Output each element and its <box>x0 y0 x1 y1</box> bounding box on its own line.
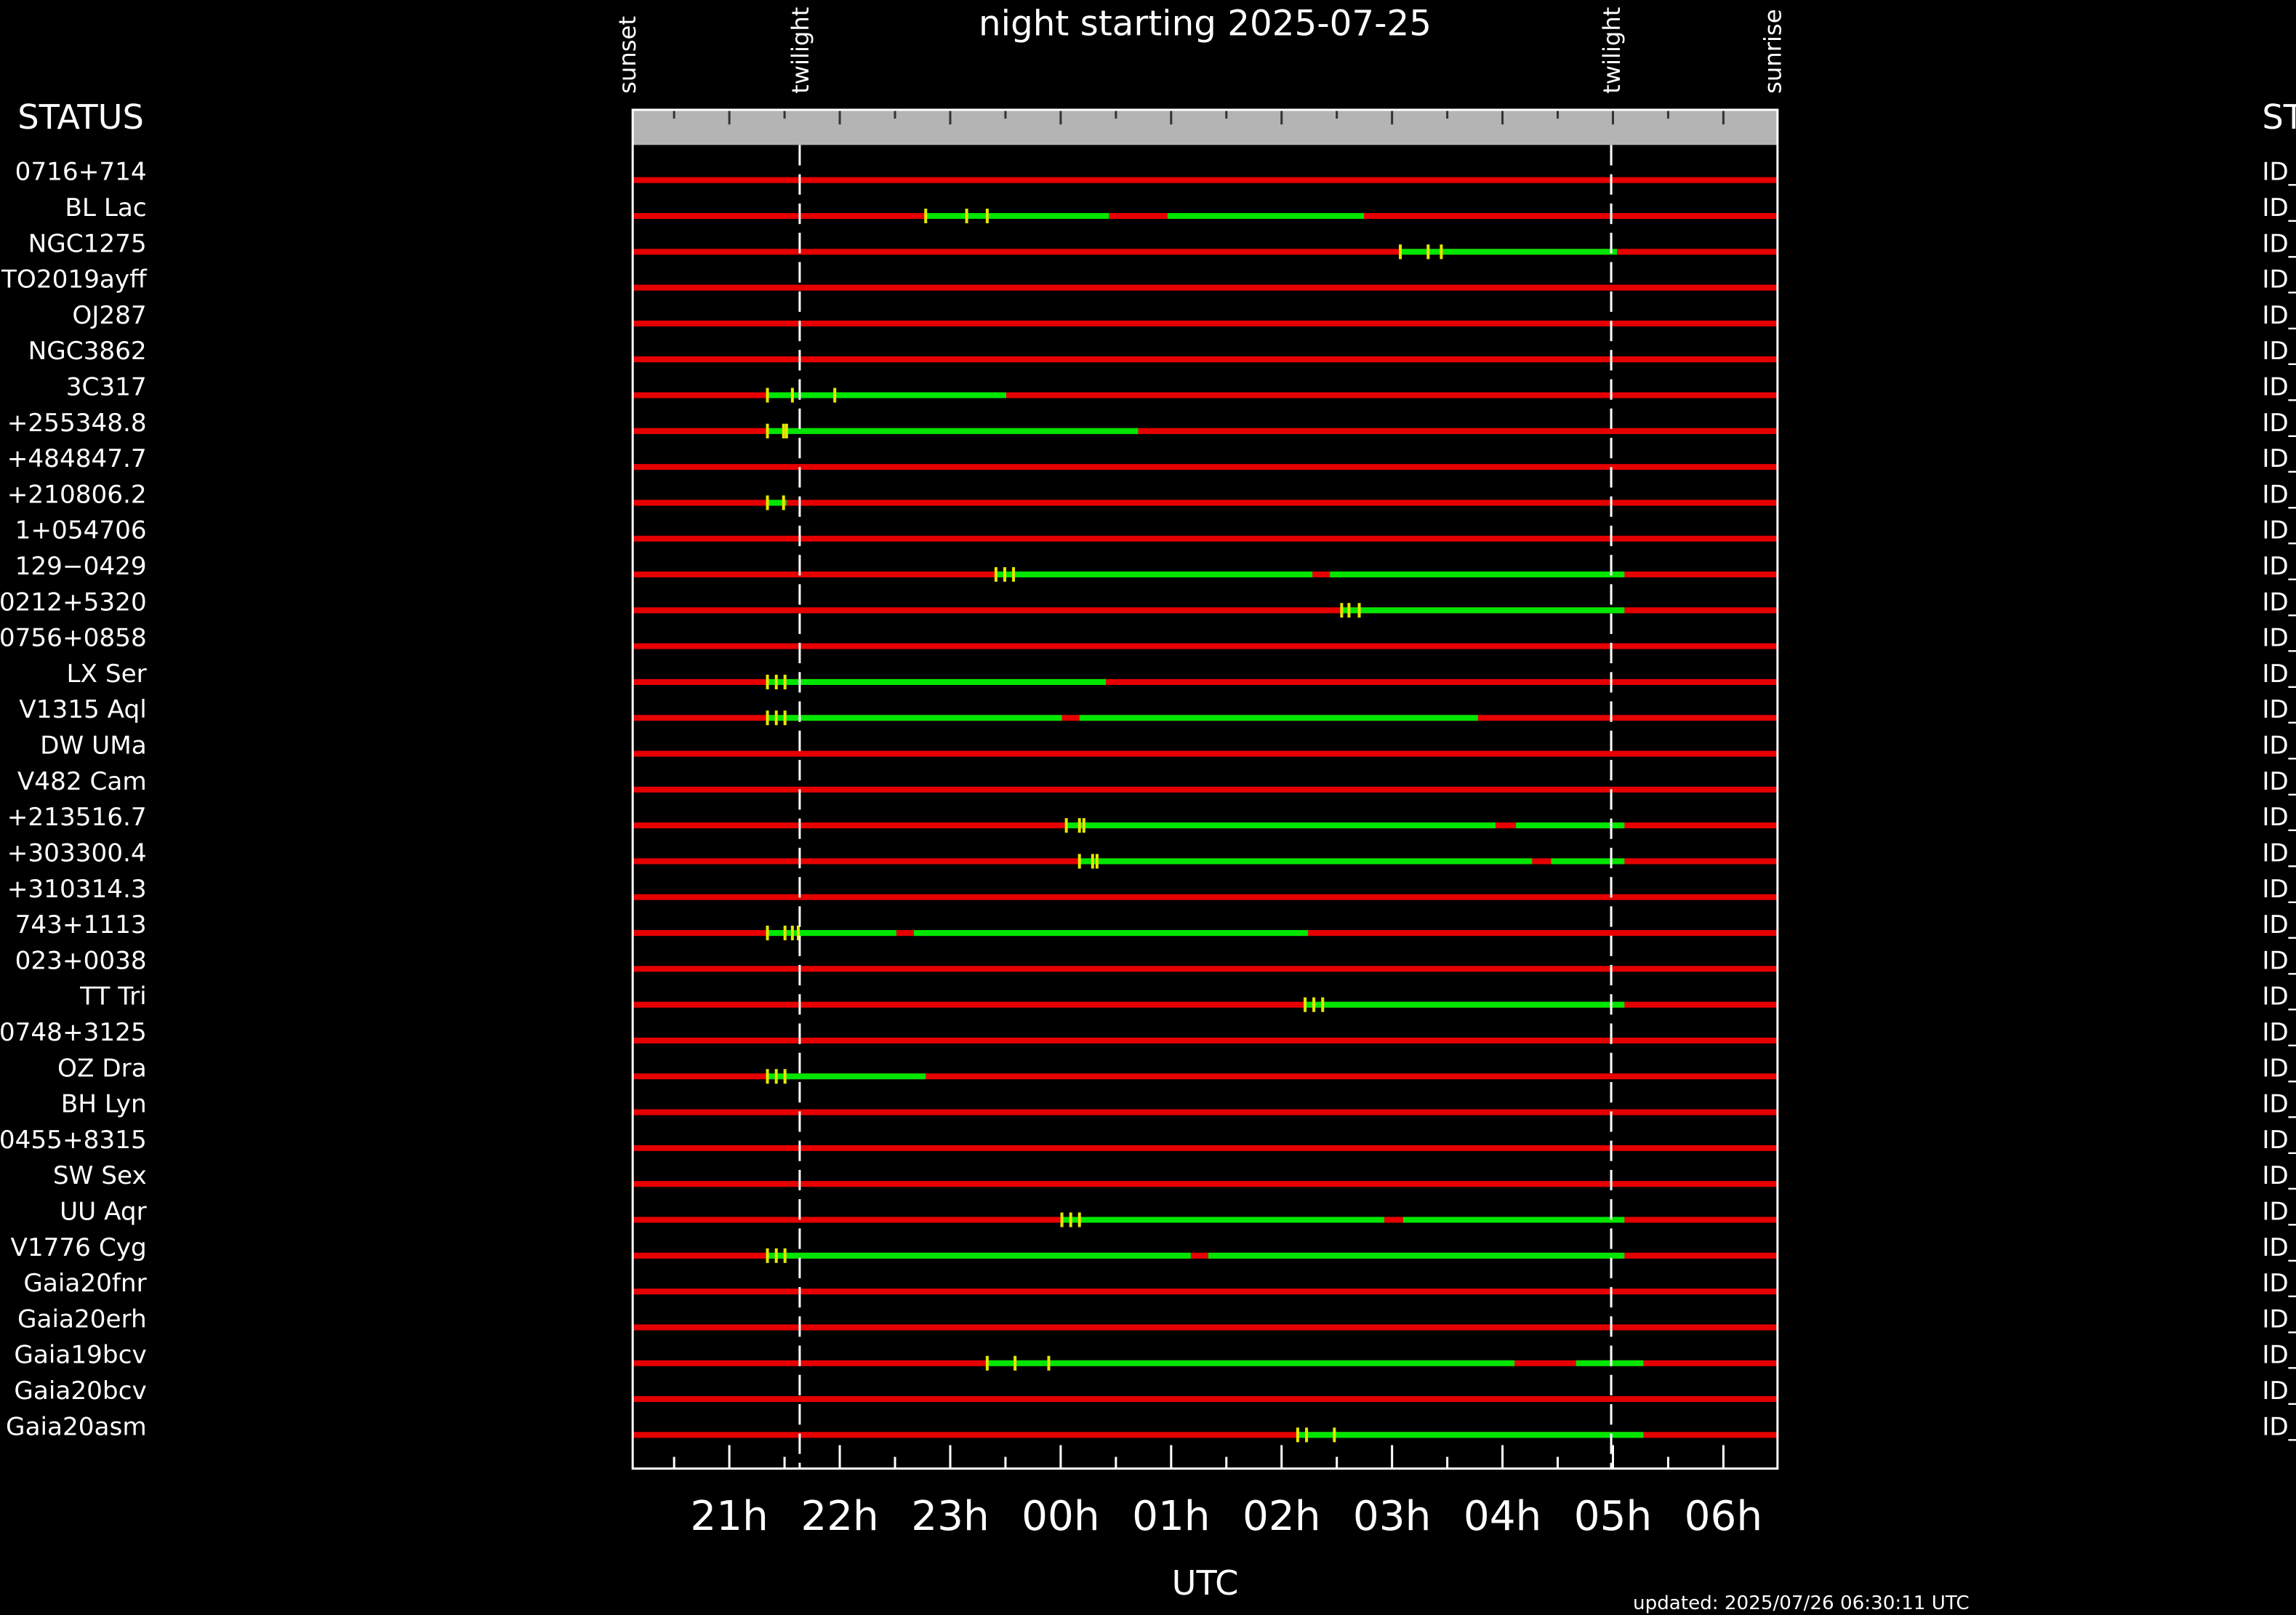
row-name: 1+054706 <box>15 516 147 545</box>
row-name: +310314.3 <box>7 875 147 904</box>
row-status: ID_ <box>2262 193 2296 223</box>
row-status: ID_ <box>2262 1054 2296 1083</box>
x-tick-label: 03h <box>1353 1493 1431 1540</box>
x-tick-label: 06h <box>1685 1493 1762 1540</box>
footer: updated: 2025/07/26 06:30:11 UTC <box>1633 1592 1970 1614</box>
plot-frame <box>631 108 1779 1470</box>
row-status: ID_ <box>2262 409 2296 438</box>
row-name: 743+1113 <box>15 910 147 939</box>
x-tick-label: 21h <box>690 1493 768 1540</box>
row-status: ID_ <box>2262 1018 2296 1047</box>
event-label: twilight <box>1598 7 1626 94</box>
x-tick-label: 00h <box>1021 1493 1099 1540</box>
row-name: 129−0429 <box>15 552 147 581</box>
row-status: ID_ <box>2262 695 2296 724</box>
row-name: Gaia20erh <box>17 1305 147 1334</box>
row-status: ID_ <box>2262 875 2296 904</box>
row-status: ID_ <box>2262 229 2296 258</box>
row-name: 0455+8315 <box>0 1126 147 1155</box>
row-name: +484847.7 <box>7 444 147 473</box>
row-name: NGC1275 <box>28 229 147 258</box>
right-header: ST <box>2262 97 2296 137</box>
row-name: OJ287 <box>72 301 146 330</box>
row-status: ID_ <box>2262 910 2296 939</box>
row-status: ID_ <box>2262 1090 2296 1119</box>
row-name: SW Sex <box>53 1161 147 1190</box>
row-status: ID_ <box>2262 337 2296 366</box>
row-status: ID_ <box>2262 1412 2296 1441</box>
row-status: ID_ <box>2262 660 2296 689</box>
row-status: ID_ <box>2262 158 2296 187</box>
row-status: ID_ <box>2262 444 2296 473</box>
row-status: ID_ <box>2262 265 2296 294</box>
row-name: UU Aqr <box>60 1198 147 1227</box>
x-tick-label: 04h <box>1464 1493 1541 1540</box>
row-status: ID_ <box>2262 838 2296 867</box>
event-label: sunrise <box>1759 9 1786 93</box>
left-header: STATUS <box>17 97 144 137</box>
row-status: ID_ <box>2262 1269 2296 1298</box>
row-name: V1315 Aql <box>19 695 146 724</box>
row-name: OZ Dra <box>57 1054 147 1083</box>
row-status: ID_ <box>2262 372 2296 401</box>
x-axis-label: UTC <box>1172 1563 1239 1603</box>
row-name: 3C317 <box>66 372 147 401</box>
row-name: +210806.2 <box>7 480 147 509</box>
row-name: Gaia20bcv <box>14 1376 146 1406</box>
row-name: NGC3862 <box>28 337 147 366</box>
row-status: ID_ <box>2262 301 2296 330</box>
row-name: 023+0038 <box>15 946 147 975</box>
row-status: ID_ <box>2262 516 2296 545</box>
row-name: Gaia20asm <box>6 1412 147 1441</box>
row-name: 0756+0858 <box>0 624 147 653</box>
row-name: +255348.8 <box>7 409 147 438</box>
row-name: +303300.4 <box>7 838 147 867</box>
row-name: 0212+5320 <box>0 588 147 617</box>
row-status: ID_ <box>2262 1305 2296 1334</box>
row-status: ID_ <box>2262 1161 2296 1190</box>
x-tick-label: 22h <box>800 1493 878 1540</box>
row-status: ID_ <box>2262 803 2296 832</box>
row-status: ID_ <box>2262 1198 2296 1227</box>
row-name: TT Tri <box>79 982 147 1011</box>
row-name: 0716+714 <box>15 158 147 187</box>
top-band <box>633 110 1778 145</box>
row-status: ID_ <box>2262 732 2296 761</box>
row-status: ID_ <box>2262 624 2296 653</box>
chart-title: night starting 2025-07-25 <box>979 3 1432 44</box>
row-name: V482 Cam <box>17 767 147 796</box>
row-name: BL Lac <box>65 193 146 223</box>
x-tick-label: 05h <box>1574 1493 1652 1540</box>
row-status: ID_ <box>2262 480 2296 509</box>
row-status: ID_ <box>2262 1126 2296 1155</box>
row-status: ID_ <box>2262 1376 2296 1406</box>
row-name: Gaia20fnr <box>23 1269 147 1298</box>
row-name: V1776 Cyg <box>10 1233 146 1262</box>
row-status: ID_ <box>2262 552 2296 581</box>
x-tick-label: 01h <box>1132 1493 1210 1540</box>
row-status: ID_ <box>2262 946 2296 975</box>
event-label: sunset <box>614 16 641 94</box>
row-name: 0748+3125 <box>0 1018 147 1047</box>
row-status: ID_ <box>2262 767 2296 796</box>
row-name: +213516.7 <box>7 803 147 832</box>
x-tick-label: 02h <box>1243 1493 1320 1540</box>
row-name: LX Ser <box>66 660 147 689</box>
row-name: Gaia19bcv <box>14 1341 146 1370</box>
row-name: TO2019ayff <box>1 265 148 294</box>
row-status: ID_ <box>2262 982 2296 1011</box>
row-name: DW UMa <box>40 732 147 761</box>
event-label: twilight <box>787 7 814 94</box>
row-status: ID_ <box>2262 1341 2296 1370</box>
row-status: ID_ <box>2262 1233 2296 1262</box>
row-name: BH Lyn <box>61 1090 147 1119</box>
x-tick-label: 23h <box>911 1493 989 1540</box>
row-status: ID_ <box>2262 588 2296 617</box>
